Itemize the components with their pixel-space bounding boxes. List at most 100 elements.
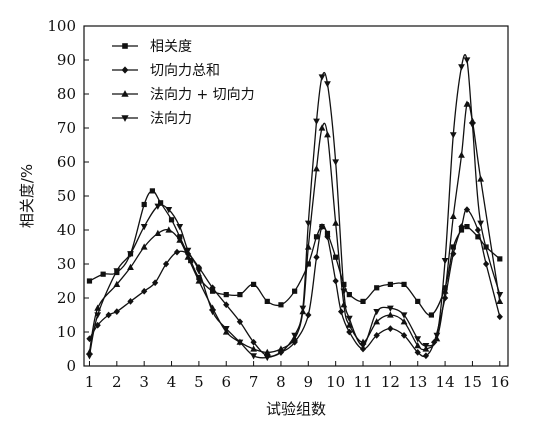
marker-triangle-up: [165, 226, 173, 233]
marker-diamond: [313, 253, 320, 261]
marker-diamond: [496, 313, 503, 321]
marker-triangle-up: [195, 277, 203, 284]
marker-triangle-down: [313, 118, 320, 125]
marker-diamond: [113, 308, 120, 315]
marker-diamond: [373, 332, 380, 339]
marker-triangle-up: [386, 311, 394, 318]
x-tick-label: 8: [276, 373, 286, 391]
marker-diamond: [482, 260, 490, 268]
marker-triangle-down: [400, 312, 408, 319]
marker-triangle-up: [154, 229, 162, 236]
marker-triangle-up: [304, 243, 312, 250]
marker-diamond: [121, 66, 129, 74]
marker-triangle-down: [373, 309, 381, 316]
marker-triangle-up: [449, 212, 457, 219]
marker-triangle-down: [441, 258, 449, 265]
marker-diamond: [152, 279, 159, 287]
marker-square: [333, 254, 339, 260]
marker-triangle-down: [386, 305, 394, 312]
marker-triangle-down: [184, 247, 192, 255]
x-tick-label: 14: [436, 373, 455, 391]
marker-square: [464, 224, 470, 230]
marker-triangle-up: [324, 131, 331, 138]
marker-triangle-up: [313, 165, 320, 172]
marker-square: [188, 258, 194, 264]
marker-triangle-up: [400, 318, 408, 325]
marker-square: [374, 285, 380, 291]
marker-diamond: [173, 248, 181, 256]
marker-triangle-down: [140, 224, 148, 231]
marker-triangle-down: [477, 220, 485, 227]
x-tick-label: 10: [326, 373, 345, 391]
x-tick-label: 12: [381, 373, 400, 391]
marker-diamond: [450, 250, 457, 258]
marker-diamond: [250, 338, 257, 346]
marker-triangle-up: [184, 253, 192, 260]
marker-square: [264, 298, 270, 304]
marker-triangle-down: [359, 343, 367, 350]
marker-triangle-down: [121, 115, 129, 122]
x-tick-label: 5: [194, 373, 204, 391]
marker-triangle-up: [441, 287, 449, 294]
y-tick-label: 90: [57, 51, 76, 69]
y-axis-label: 相关度/%: [18, 164, 36, 228]
marker-triangle-up: [121, 90, 129, 97]
marker-square: [450, 244, 456, 250]
marker-square: [223, 292, 229, 298]
y-tick-label: 60: [57, 153, 76, 171]
marker-triangle-up: [140, 243, 148, 250]
marker-triangle-down: [250, 353, 257, 360]
y-tick-label: 30: [57, 255, 76, 273]
marker-diamond: [223, 301, 230, 309]
series-4: [86, 53, 504, 362]
marker-triangle-down: [86, 353, 93, 360]
marker-triangle-up: [176, 236, 184, 243]
marker-diamond: [105, 311, 112, 319]
marker-triangle-up: [263, 348, 271, 355]
series-layer: [86, 53, 504, 362]
marker-diamond: [324, 233, 331, 241]
marker-diamond: [141, 287, 148, 295]
marker-square: [237, 292, 243, 298]
marker-triangle-down: [318, 74, 326, 81]
x-tick-label: 9: [304, 373, 314, 391]
marker-triangle-up: [496, 297, 504, 304]
marker-triangle-down: [463, 57, 471, 64]
marker-diamond: [318, 223, 326, 230]
marker-square: [100, 271, 106, 277]
marker-triangle-down: [236, 339, 244, 346]
series-line: [89, 190, 501, 316]
x-tick-label: 2: [112, 373, 122, 391]
marker-triangle-up: [127, 263, 134, 270]
marker-square: [428, 312, 435, 318]
marker-square: [251, 281, 257, 287]
x-tick-label: 11: [353, 373, 372, 391]
y-tick-label: 20: [57, 289, 76, 307]
x-tick-label: 1: [85, 373, 95, 391]
y-tick-label: 0: [66, 357, 76, 375]
y-tick-label: 70: [57, 119, 76, 137]
marker-triangle-down: [469, 122, 476, 129]
legend-label: 法向力: [150, 111, 192, 127]
x-tick-label: 3: [139, 373, 149, 391]
y-tick-label: 50: [57, 187, 76, 205]
marker-square: [387, 281, 393, 287]
marker-triangle-up: [332, 219, 340, 226]
marker-triangle-down: [299, 305, 307, 312]
marker-triangle-up: [345, 321, 353, 328]
marker-square: [209, 288, 216, 294]
y-tick-label: 80: [57, 85, 76, 103]
x-tick-label: 15: [463, 373, 482, 391]
x-tick-label: 4: [167, 373, 177, 391]
marker-triangle-down: [332, 159, 340, 166]
marker-square: [360, 298, 366, 304]
series-line: [88, 102, 501, 354]
marker-triangle-down: [94, 312, 102, 319]
marker-square: [415, 298, 421, 304]
marker-square: [157, 200, 164, 206]
marker-square: [475, 234, 481, 240]
marker-diamond: [236, 318, 244, 326]
marker-triangle-up: [318, 124, 326, 131]
